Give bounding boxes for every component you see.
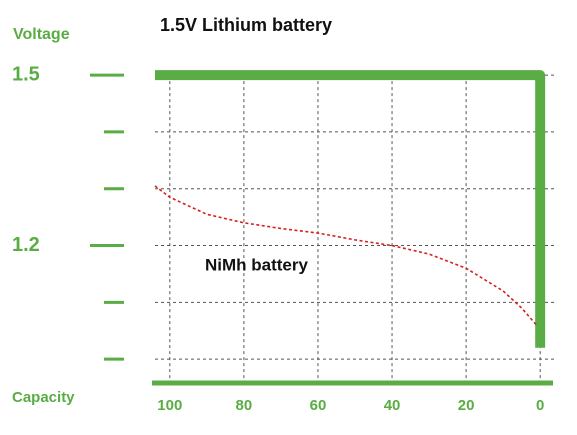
series-line	[155, 70, 546, 348]
series-label: NiMh battery	[205, 255, 309, 274]
x-tick-label: 80	[236, 397, 253, 414]
x-tick-label: 0	[536, 397, 544, 414]
x-tick-label: 20	[458, 397, 475, 414]
series-label: 1.5V Lithium battery	[160, 15, 332, 35]
series-line	[154, 185, 538, 326]
x-tick-label: 60	[310, 397, 327, 414]
y-tick-label: 1.2	[12, 234, 40, 256]
x-tick-label: 100	[157, 397, 182, 414]
x-tick-label: 40	[384, 397, 401, 414]
y-axis-label: Voltage	[13, 26, 70, 43]
x-axis-label: Capacity	[12, 389, 75, 406]
y-tick-label: 1.5	[12, 63, 40, 85]
